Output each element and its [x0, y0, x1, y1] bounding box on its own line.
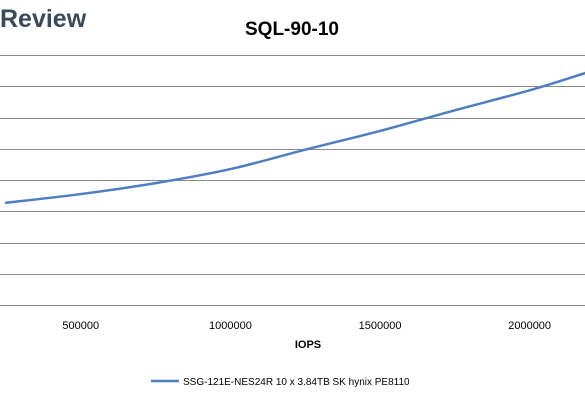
logo-text: Review — [0, 5, 87, 33]
x-tick-label: 1500000 — [359, 320, 402, 332]
legend: SSG-121E-NES24R 10 x 3.84TB SK hynix PE8… — [151, 377, 410, 388]
x-axis-label: IOPS — [295, 339, 321, 351]
series-line — [4, 71, 585, 205]
x-tick-label: 1000000 — [209, 320, 252, 332]
x-tick-label: 500000 — [62, 320, 99, 332]
x-tick-labels: 500000 1000000 1500000 2000000 — [62, 320, 551, 332]
series-lines — [4, 71, 585, 205]
gridlines — [0, 55, 585, 306]
legend-label: SSG-121E-NES24R 10 x 3.84TB SK hynix PE8… — [183, 377, 410, 388]
chart-title: SQL-90-10 — [245, 19, 339, 40]
x-tick-label: 2000000 — [508, 320, 551, 332]
